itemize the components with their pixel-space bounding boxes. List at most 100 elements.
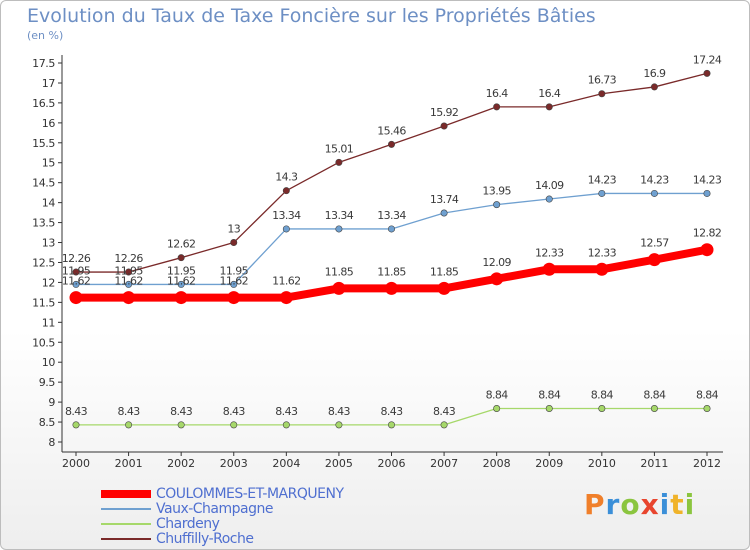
x-tick-label: 2012 xyxy=(693,457,721,470)
data-label: 13.34 xyxy=(325,209,354,222)
data-point xyxy=(332,281,346,295)
x-tick-label: 2011 xyxy=(640,457,668,470)
data-label: 8.84 xyxy=(591,388,614,401)
data-label: 8.43 xyxy=(65,405,88,418)
y-tick-label: 10.5 xyxy=(32,336,55,349)
y-tick-label: 11 xyxy=(42,316,55,329)
data-point xyxy=(230,421,238,429)
y-tick-label: 14 xyxy=(42,197,56,210)
data-point xyxy=(174,291,188,305)
y-tick-label: 11.5 xyxy=(32,296,55,309)
data-point xyxy=(387,140,395,148)
y-tick-label: 12.5 xyxy=(32,256,55,269)
proxiti-logo: Proxiti xyxy=(584,488,695,521)
legend-swatch xyxy=(101,508,151,510)
x-tick-label: 2001 xyxy=(115,457,143,470)
data-label: 13.74 xyxy=(430,193,459,206)
data-label: 8.43 xyxy=(275,405,298,418)
data-label: 12.62 xyxy=(167,238,196,251)
logo-letter: i xyxy=(684,488,696,521)
data-point xyxy=(703,404,711,412)
data-label: 14.3 xyxy=(275,171,298,184)
y-tick-label: 15.5 xyxy=(32,137,55,150)
y-tick-label: 12 xyxy=(42,276,55,289)
data-label: 8.84 xyxy=(696,388,719,401)
data-label: 12.33 xyxy=(588,246,617,259)
chart-unit-label: (en %) xyxy=(27,29,64,42)
data-point xyxy=(335,158,343,166)
data-label: 16.73 xyxy=(588,74,617,87)
data-point xyxy=(542,262,556,276)
data-label: 13.34 xyxy=(377,209,406,222)
legend-label: COULOMMES-ET-MARQUENY xyxy=(156,486,344,502)
data-label: 12.33 xyxy=(535,246,564,259)
y-tick-label: 16.5 xyxy=(32,97,55,110)
x-tick-label: 2000 xyxy=(62,457,90,470)
data-point xyxy=(493,201,501,209)
x-tick-label: 2010 xyxy=(588,457,616,470)
data-point xyxy=(177,421,185,429)
data-point xyxy=(598,90,606,98)
data-label: 12.26 xyxy=(62,252,91,265)
y-tick-label: 9 xyxy=(48,396,55,409)
data-point xyxy=(440,421,448,429)
data-point xyxy=(282,421,290,429)
data-label: 13.34 xyxy=(272,209,301,222)
data-label: 14.23 xyxy=(588,173,617,186)
data-label: 8.84 xyxy=(486,388,509,401)
data-point xyxy=(700,243,714,257)
data-point xyxy=(703,189,711,197)
x-tick-label: 2002 xyxy=(167,457,195,470)
data-point xyxy=(493,404,501,412)
y-tick-label: 17.5 xyxy=(32,57,55,70)
data-point xyxy=(125,280,133,288)
data-label: 11.95 xyxy=(114,264,143,277)
data-point xyxy=(647,253,661,267)
data-label: 15.92 xyxy=(430,106,459,119)
data-point xyxy=(490,272,504,286)
data-label: 11.62 xyxy=(167,275,196,288)
data-point xyxy=(387,225,395,233)
data-label: 8.43 xyxy=(433,405,456,418)
x-tick-label: 2005 xyxy=(325,457,353,470)
data-label: 16.4 xyxy=(538,87,561,100)
legend-label: Chardeny xyxy=(156,516,220,532)
data-point xyxy=(335,225,343,233)
data-point xyxy=(279,291,293,305)
data-label: 12.26 xyxy=(114,252,143,265)
data-label: 12.57 xyxy=(640,237,669,250)
data-point xyxy=(493,103,501,111)
data-label: 11.62 xyxy=(272,275,301,288)
data-point xyxy=(230,239,238,247)
data-point xyxy=(335,421,343,429)
data-label: 11.95 xyxy=(62,264,91,277)
data-point xyxy=(387,421,395,429)
y-tick-label: 13 xyxy=(42,237,56,250)
y-tick-label: 16 xyxy=(42,117,56,130)
legend-swatch xyxy=(101,523,151,525)
data-point xyxy=(122,291,136,305)
data-label: 11.62 xyxy=(114,275,143,288)
data-point xyxy=(598,404,606,412)
data-label: 11.95 xyxy=(167,264,196,277)
data-label: 14.23 xyxy=(693,173,722,186)
data-label: 11.62 xyxy=(220,275,249,288)
data-point xyxy=(650,189,658,197)
y-tick-label: 8.5 xyxy=(39,416,56,429)
y-tick-label: 9.5 xyxy=(39,376,56,389)
data-point xyxy=(598,189,606,197)
data-point xyxy=(595,262,609,276)
data-label: 8.43 xyxy=(328,405,351,418)
y-tick-label: 15 xyxy=(42,157,56,170)
data-label: 17.24 xyxy=(693,53,722,66)
data-label: 11.85 xyxy=(325,265,354,278)
legend-swatch xyxy=(101,538,151,540)
logo-letter: o xyxy=(620,488,641,521)
data-label: 15.46 xyxy=(377,124,406,137)
x-tick-label: 2003 xyxy=(220,457,248,470)
y-tick-label: 13.5 xyxy=(32,217,55,230)
data-label: 12.09 xyxy=(482,256,511,269)
data-point xyxy=(282,225,290,233)
x-tick-label: 2008 xyxy=(483,457,511,470)
